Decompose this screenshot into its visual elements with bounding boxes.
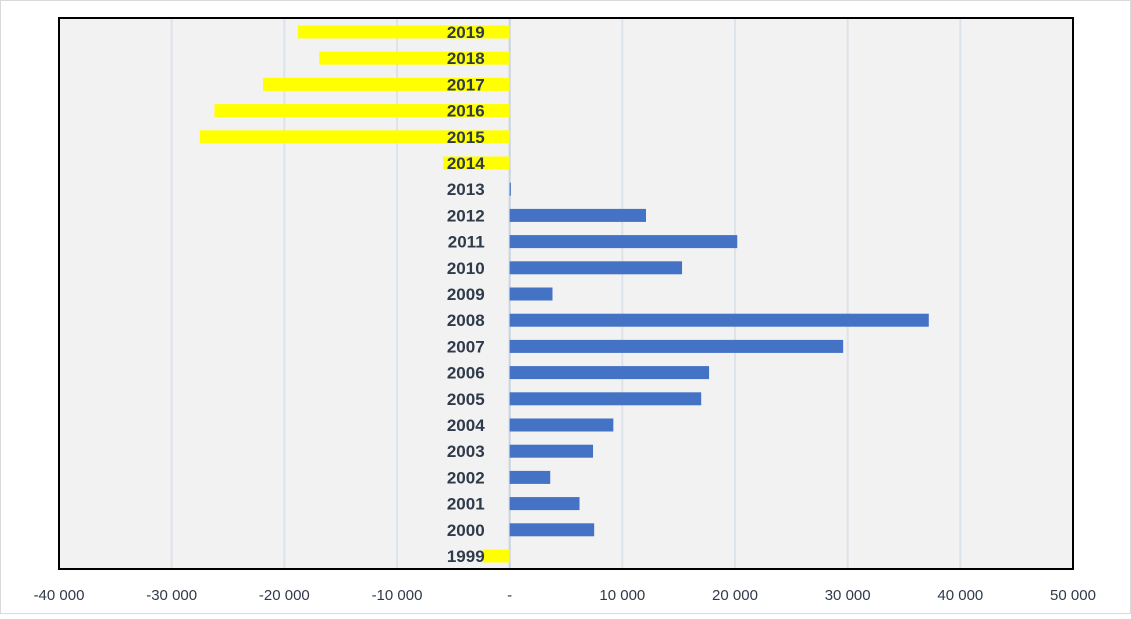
bar-2018 xyxy=(319,51,510,65)
bar-2012 xyxy=(509,208,646,222)
bar-2003 xyxy=(509,444,594,458)
bar-2010 xyxy=(509,261,683,275)
category-label-2011: 2011 xyxy=(448,233,485,252)
x-tick-label-4: - xyxy=(507,587,512,604)
x-tick-label-9: 50 000 xyxy=(1050,587,1096,604)
x-tick-label-6: 20 000 xyxy=(712,587,758,604)
bar-2014 xyxy=(443,156,510,170)
category-label-2008: 2008 xyxy=(447,311,485,330)
category-label-2004: 2004 xyxy=(447,416,485,435)
x-tick-label-5: 10 000 xyxy=(599,587,645,604)
x-axis-tick-labels: -40 000 -30 000 -20 000 -10 000-10 000 20 00… xyxy=(34,587,1096,604)
x-tick-label-0: -40 000 xyxy=(34,587,85,604)
bar-2008 xyxy=(509,313,929,327)
category-label-2000: 2000 xyxy=(447,521,485,540)
category-label-2018: 2018 xyxy=(447,49,485,68)
bars xyxy=(199,25,929,563)
category-label-2016: 2016 xyxy=(447,102,485,121)
category-label-2019: 2019 xyxy=(447,23,485,42)
category-label-2007: 2007 xyxy=(447,337,485,356)
bar-2017 xyxy=(262,77,510,91)
x-tick-label-2: -20 000 xyxy=(259,587,310,604)
bar-1999 xyxy=(482,549,510,563)
bar-2013 xyxy=(509,182,511,196)
category-label-2002: 2002 xyxy=(447,468,485,487)
plot-frame xyxy=(58,17,1074,570)
x-tick-label-1: -30 000 xyxy=(146,587,197,604)
category-label-1999: 1999 xyxy=(447,547,485,566)
bar-2000 xyxy=(509,523,595,537)
bar-2011 xyxy=(509,235,738,249)
category-label-2014: 2014 xyxy=(447,154,485,173)
bar-2016 xyxy=(214,104,510,118)
bar-2015 xyxy=(199,130,510,144)
bar-2004 xyxy=(509,418,614,432)
category-label-2006: 2006 xyxy=(447,364,485,383)
category-label-2015: 2015 xyxy=(447,128,485,147)
bar-2002 xyxy=(509,470,551,484)
x-tick-label-3: -10 000 xyxy=(372,587,423,604)
bar-2006 xyxy=(509,366,710,380)
bar-2007 xyxy=(509,339,844,353)
bar-2019 xyxy=(297,25,510,39)
category-label-2013: 2013 xyxy=(447,180,485,199)
category-label-2017: 2017 xyxy=(447,75,485,94)
category-label-2012: 2012 xyxy=(447,206,485,225)
bar-2001 xyxy=(509,497,580,511)
bar-2005 xyxy=(509,392,702,406)
x-tick-label-8: 40 000 xyxy=(937,587,983,604)
category-label-2003: 2003 xyxy=(447,442,485,461)
category-labels: 1999 2000 2001 2002 2003 2004 2005 2006 2007 2008… xyxy=(447,23,485,566)
category-label-2010: 2010 xyxy=(447,259,485,278)
category-label-2009: 2009 xyxy=(447,285,485,304)
category-label-2001: 2001 xyxy=(447,495,485,514)
x-tick-label-7: 30 000 xyxy=(825,587,871,604)
bar-2009 xyxy=(509,287,553,301)
category-label-2005: 2005 xyxy=(447,390,485,409)
plot-area xyxy=(59,18,1073,569)
